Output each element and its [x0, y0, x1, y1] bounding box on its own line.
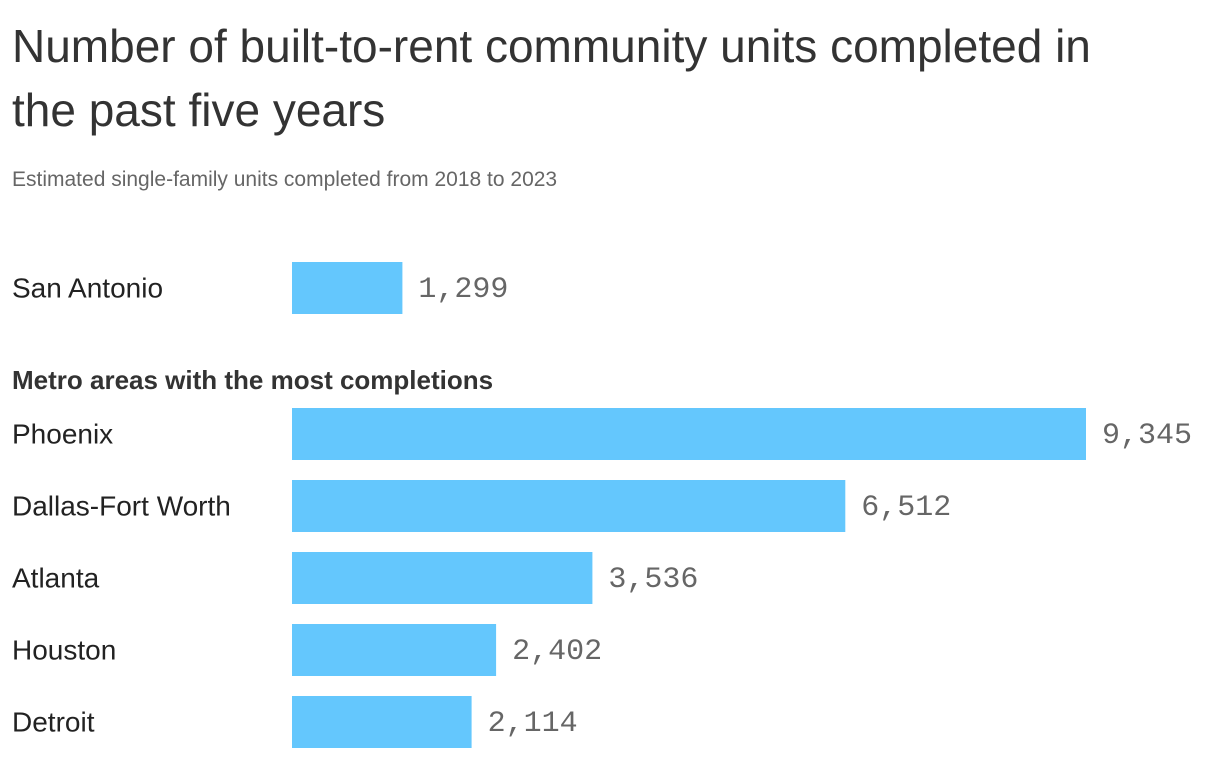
chart-subtitle: Estimated single-family units completed … [12, 168, 558, 191]
highlight-san-antonio-bar [292, 262, 403, 314]
metro-phoenix-value-label: 9,345 [1102, 419, 1192, 453]
metro-atlanta-value-label: 3,536 [608, 563, 698, 597]
metro-dallas-fort-worth-value-label: 6,512 [861, 491, 951, 525]
metro-atlanta-bar [292, 552, 593, 604]
metro-houston-bar [292, 624, 497, 676]
metro-atlanta-label: Atlanta [12, 563, 100, 594]
metro-dallas-fort-worth-bar [292, 480, 846, 532]
metro-dallas-fort-worth-label: Dallas-Fort Worth [12, 491, 231, 522]
metro-houston-value-label: 2,402 [512, 635, 602, 669]
metro-detroit-bar [292, 696, 472, 748]
metro-phoenix-bar [292, 408, 1086, 460]
highlight-san-antonio-label: San Antonio [12, 273, 163, 304]
highlight-san-antonio-value-label: 1,299 [418, 273, 508, 307]
metro-detroit-label: Detroit [12, 707, 95, 738]
group-heading: Metro areas with the most completions [12, 365, 494, 395]
metro-houston-label: Houston [12, 635, 116, 666]
metro-detroit-value-label: 2,114 [488, 707, 578, 741]
metro-phoenix-label: Phoenix [12, 419, 113, 450]
chart-title: Number of built-to-rent community units … [12, 20, 1091, 136]
